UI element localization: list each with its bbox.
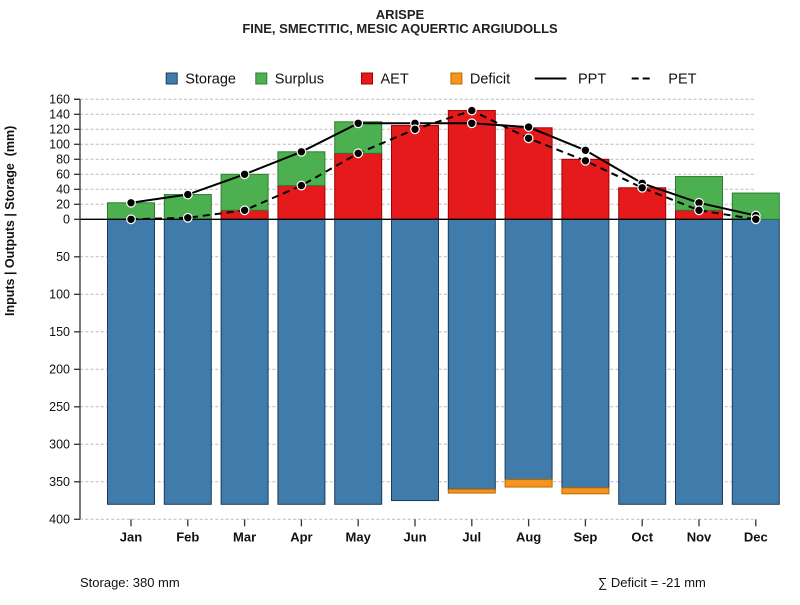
- svg-text:Surplus: Surplus: [275, 72, 324, 88]
- svg-text:120: 120: [49, 122, 70, 136]
- svg-text:350: 350: [49, 475, 70, 489]
- svg-text:300: 300: [49, 437, 70, 451]
- svg-text:PET: PET: [668, 72, 696, 88]
- svg-text:Nov: Nov: [687, 529, 712, 544]
- svg-text:150: 150: [49, 325, 70, 339]
- svg-text:60: 60: [56, 167, 70, 181]
- svg-text:20: 20: [56, 197, 70, 211]
- svg-text:100: 100: [49, 137, 70, 151]
- svg-text:100: 100: [49, 287, 70, 301]
- svg-text:AET: AET: [381, 72, 409, 88]
- svg-text:Jul: Jul: [462, 529, 481, 544]
- svg-text:PPT: PPT: [578, 72, 606, 88]
- svg-text:Jan: Jan: [120, 529, 142, 544]
- svg-text:Aug: Aug: [516, 529, 541, 544]
- svg-text:May: May: [346, 529, 372, 544]
- svg-text:40: 40: [56, 182, 70, 196]
- svg-text:Jun: Jun: [403, 529, 426, 544]
- svg-text:200: 200: [49, 362, 70, 376]
- svg-text:50: 50: [56, 250, 70, 264]
- svg-text:0: 0: [63, 212, 70, 226]
- svg-text:Mar: Mar: [233, 529, 256, 544]
- svg-text:Sep: Sep: [573, 529, 597, 544]
- svg-text:Feb: Feb: [176, 529, 199, 544]
- svg-text:250: 250: [49, 400, 70, 414]
- svg-text:140: 140: [49, 107, 70, 121]
- svg-text:Deficit: Deficit: [470, 72, 510, 88]
- svg-text:400: 400: [49, 512, 70, 526]
- svg-text:160: 160: [49, 92, 70, 106]
- svg-text:Dec: Dec: [744, 529, 768, 544]
- svg-text:Apr: Apr: [290, 529, 312, 544]
- svg-text:Oct: Oct: [631, 529, 653, 544]
- svg-text:Storage: Storage: [185, 72, 236, 88]
- svg-text:80: 80: [56, 152, 70, 166]
